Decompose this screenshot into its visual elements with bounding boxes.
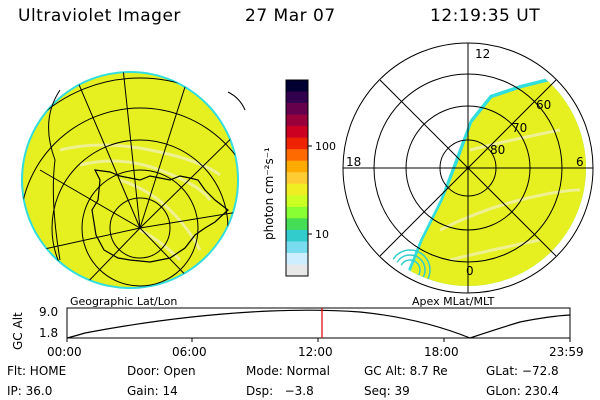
altitude-ytick-max: 9.0 — [39, 305, 59, 319]
info-flight: Flt: HOME — [7, 364, 67, 378]
colorbar-swatch — [286, 241, 308, 254]
info-mode: Mode: Normal — [246, 364, 330, 378]
info-glat: GLat: −72.8 — [486, 364, 559, 378]
observation-time: 12:19:35 UT — [430, 6, 541, 26]
mlt-label-0: 0 — [466, 264, 474, 278]
info-dsp: Dsp: −3.8 — [246, 384, 314, 398]
geographic-label: Geographic Lat/Lon — [70, 295, 178, 308]
colorbar-swatch — [286, 218, 308, 231]
time-tick-1800: 18:00 — [424, 345, 459, 359]
info-gc-alt: GC Alt: 8.7 Re — [364, 364, 448, 378]
info-gain: Gain: 14 — [127, 384, 178, 398]
apex-label: Apex MLat/MLT — [412, 295, 495, 308]
instrument-title: Ultraviolet Imager — [18, 6, 181, 26]
time-tick-0600: 06:00 — [172, 345, 207, 359]
colorbar-tick-100: 100 — [315, 140, 336, 153]
colorbar-swatch — [286, 114, 308, 127]
altitude-ytick-min: 1.8 — [39, 326, 59, 340]
time-tick-0000: 00:00 — [47, 345, 82, 359]
colorbar-swatch — [286, 206, 308, 219]
colorbar-swatch — [286, 252, 308, 265]
colorbar-swatch — [286, 229, 308, 242]
info-glon: GLon: 230.4 — [486, 384, 559, 398]
mlat-label-60: 60 — [536, 98, 552, 112]
colorbar-swatch — [286, 103, 308, 116]
time-tick-2359: 23:59 — [549, 345, 584, 359]
mlt-label-18: 18 — [346, 155, 362, 169]
colorbar-swatch — [286, 264, 308, 277]
mlat-label-80: 80 — [490, 143, 506, 157]
altitude-ylabel: GC Alt — [11, 312, 25, 350]
colorbar-swatch — [286, 80, 308, 93]
mlt-label-6: 6 — [576, 155, 584, 169]
colorbar-swatch — [286, 126, 308, 139]
colorbar-swatch — [286, 149, 308, 162]
magnetic-polar-plot — [342, 42, 594, 294]
colorbar-swatch — [286, 160, 308, 173]
mlt-label-12: 12 — [475, 47, 491, 61]
mlat-label-70: 70 — [512, 121, 528, 135]
colorbar-swatch — [286, 172, 308, 185]
geographic-image-data — [21, 71, 246, 289]
info-ip: IP: 36.0 — [7, 384, 53, 398]
colorbar-swatch — [286, 137, 308, 150]
colorbar-swatch — [286, 195, 308, 208]
info-door: Door: Open — [127, 364, 196, 378]
colorbar-swatch — [286, 91, 308, 104]
colorbar-swatch — [286, 183, 308, 196]
info-seq: Seq: 39 — [364, 384, 410, 398]
colorbar — [285, 79, 312, 277]
colorbar-frame — [285, 79, 309, 277]
observation-date: 27 Mar 07 — [245, 6, 336, 26]
time-tick-1200: 12:00 — [298, 345, 333, 359]
colorbar-tick-10: 10 — [315, 228, 329, 241]
